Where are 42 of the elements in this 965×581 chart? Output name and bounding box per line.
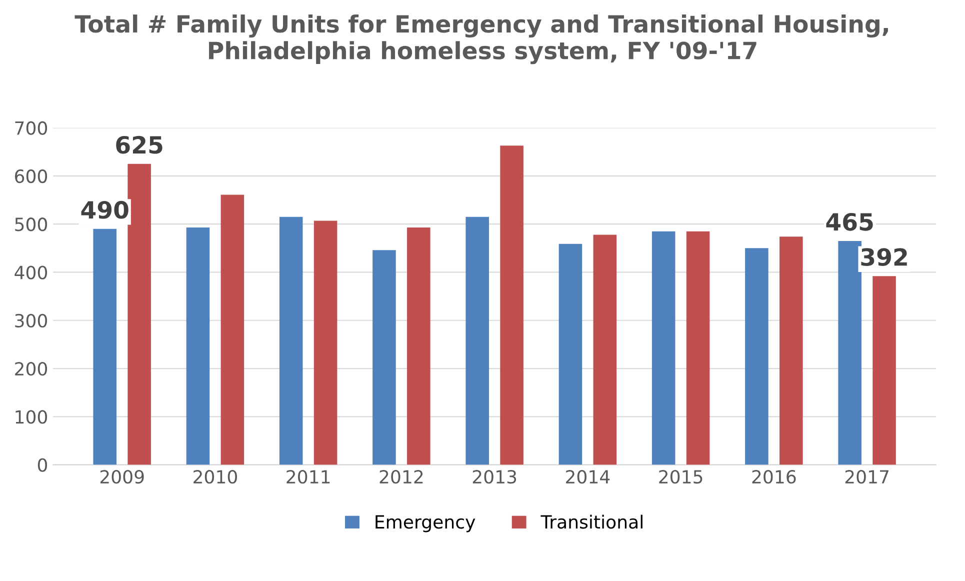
x-tick-label: 2012 xyxy=(380,470,423,484)
bar xyxy=(686,231,710,465)
x-tick-label: 2009 xyxy=(100,470,144,484)
bar xyxy=(128,164,151,465)
bar xyxy=(372,250,396,465)
bar xyxy=(407,227,430,465)
x-tick-label: 2013 xyxy=(472,470,516,484)
bar xyxy=(279,216,303,465)
bar xyxy=(652,231,676,465)
y-tick-label: 200 xyxy=(15,362,48,376)
bar xyxy=(593,234,617,465)
bar xyxy=(186,227,210,465)
bar xyxy=(93,228,116,465)
bar xyxy=(872,276,896,465)
bar xyxy=(558,244,582,465)
y-tick-label: 600 xyxy=(15,169,48,184)
y-tick-label: 300 xyxy=(15,314,48,328)
y-tick-label: 700 xyxy=(15,121,48,135)
data-label: 490 xyxy=(81,200,128,219)
y-tick-label: 100 xyxy=(16,410,48,424)
legend-label: Transitional xyxy=(540,514,642,529)
y-tick-label: 400 xyxy=(14,266,48,280)
legend-label: Emergency xyxy=(376,515,476,532)
data-label: 465 xyxy=(826,212,873,231)
y-tick-label: 500 xyxy=(15,218,48,232)
x-tick-label: 2015 xyxy=(659,470,702,484)
y-tick-label: 0 xyxy=(38,458,48,472)
x-tick-label: 2010 xyxy=(194,470,237,484)
x-tick-label: 2014 xyxy=(566,470,610,484)
bar xyxy=(500,146,524,465)
bar xyxy=(220,194,244,465)
x-tick-label: 2016 xyxy=(752,470,796,484)
bar xyxy=(745,248,768,465)
data-label: 392 xyxy=(861,248,907,266)
bar xyxy=(466,216,489,465)
bar xyxy=(838,240,862,465)
chart-title: Total # Family Units for Emergency and Transitional Housing, Philadelphia homeless system, FY '09-'17 xyxy=(74,14,888,64)
x-tick-label: 2017 xyxy=(845,470,888,484)
bar xyxy=(780,236,803,465)
x-tick-label: 2011 xyxy=(286,470,330,484)
bar xyxy=(314,220,338,465)
data-label: 625 xyxy=(116,136,162,154)
